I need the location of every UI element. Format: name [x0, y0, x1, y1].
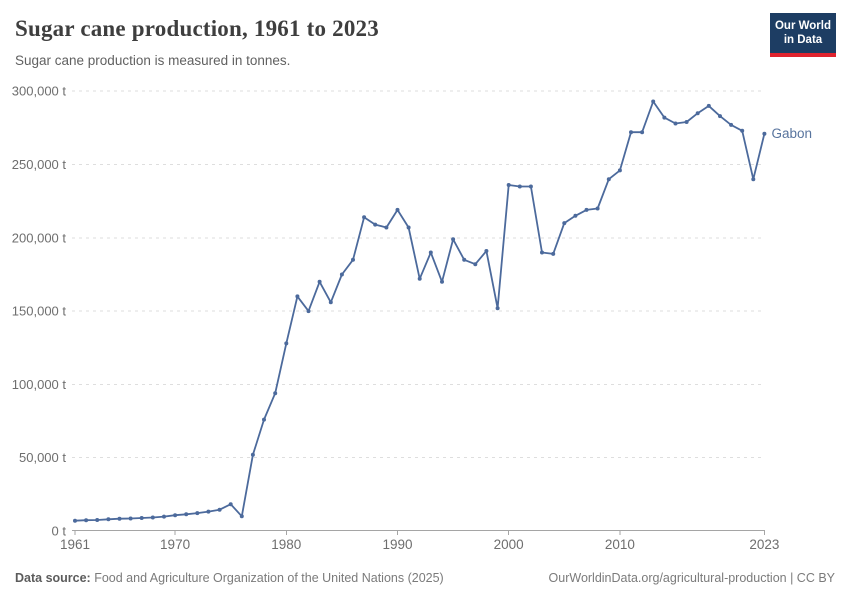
svg-text:100,000 t: 100,000 t [12, 377, 67, 392]
owid-url-license-link[interactable]: OurWorldinData.org/agricultural-producti… [548, 571, 835, 585]
svg-text:1961: 1961 [60, 537, 90, 552]
chart-footer: Data source: Food and Agriculture Organi… [15, 571, 835, 585]
y-axis-labels: 0 t 50,000 t 100,000 t 150,000 t 200,000 t 25… [12, 84, 67, 539]
x-axis-labels: 1961 1970 1980 1990 2000 2010 2023 [60, 537, 779, 552]
svg-text:50,000 t: 50,000 t [19, 450, 66, 465]
owid-logo-line1: Our World [774, 20, 831, 32]
svg-text:150,000 t: 150,000 t [12, 304, 67, 319]
data-source-label: Data source: [15, 571, 91, 585]
svg-text:2000: 2000 [494, 537, 524, 552]
series-end-label-gabon[interactable]: Gabon [771, 126, 812, 141]
svg-text:300,000 t: 300,000 t [12, 84, 67, 99]
svg-text:2010: 2010 [605, 537, 635, 552]
chart-subtitle: Sugar cane production is measured in ton… [15, 53, 291, 68]
svg-text:250,000 t: 250,000 t [12, 157, 67, 172]
svg-text:2023: 2023 [749, 537, 779, 552]
data-points[interactable] [73, 99, 767, 523]
x-axis [72, 530, 765, 535]
data-source-note: Data source: Food and Agriculture Organi… [15, 571, 444, 585]
owid-logo-line2: in Data [783, 34, 823, 47]
svg-text:0 t: 0 t [52, 524, 67, 539]
svg-text:1970: 1970 [160, 537, 190, 552]
owid-logo[interactable]: Our World in Data [770, 13, 836, 57]
page-title: Sugar cane production, 1961 to 2023 [15, 16, 379, 41]
svg-text:200,000 t: 200,000 t [12, 230, 67, 245]
svg-text:1980: 1980 [271, 537, 301, 552]
svg-text:1990: 1990 [382, 537, 412, 552]
data-source-text: Food and Agriculture Organization of the… [90, 571, 444, 585]
